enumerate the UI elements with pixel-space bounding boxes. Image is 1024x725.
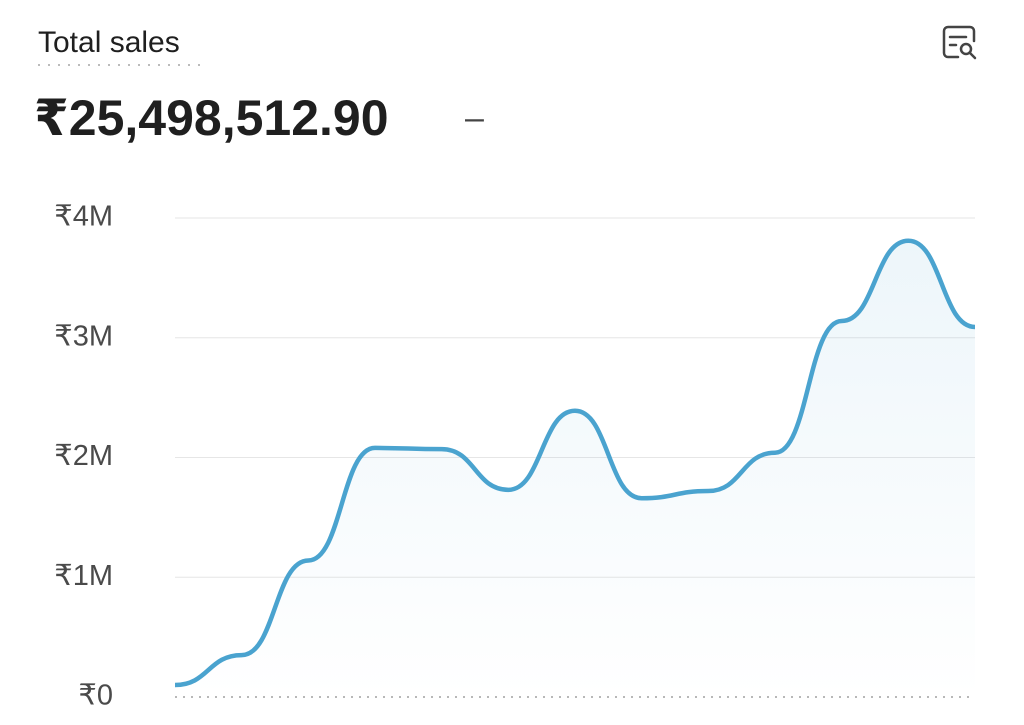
y-tick-label: ₹0 (78, 680, 113, 712)
area (175, 240, 975, 697)
y-tick-label: ₹2M (54, 440, 113, 472)
change-indicator: – (465, 99, 484, 137)
total-value: ₹25,498,512.90 (34, 90, 389, 146)
report-icon[interactable] (942, 25, 977, 60)
y-tick-label: ₹4M (54, 201, 113, 233)
plot-area: ₹0 ₹1M ₹2M ₹3M ₹4M (54, 201, 976, 712)
y-tick-label: ₹3M (54, 320, 113, 352)
line (174, 238, 976, 688)
card-title: Total sales (38, 26, 180, 59)
y-tick-label: ₹1M (54, 560, 113, 592)
